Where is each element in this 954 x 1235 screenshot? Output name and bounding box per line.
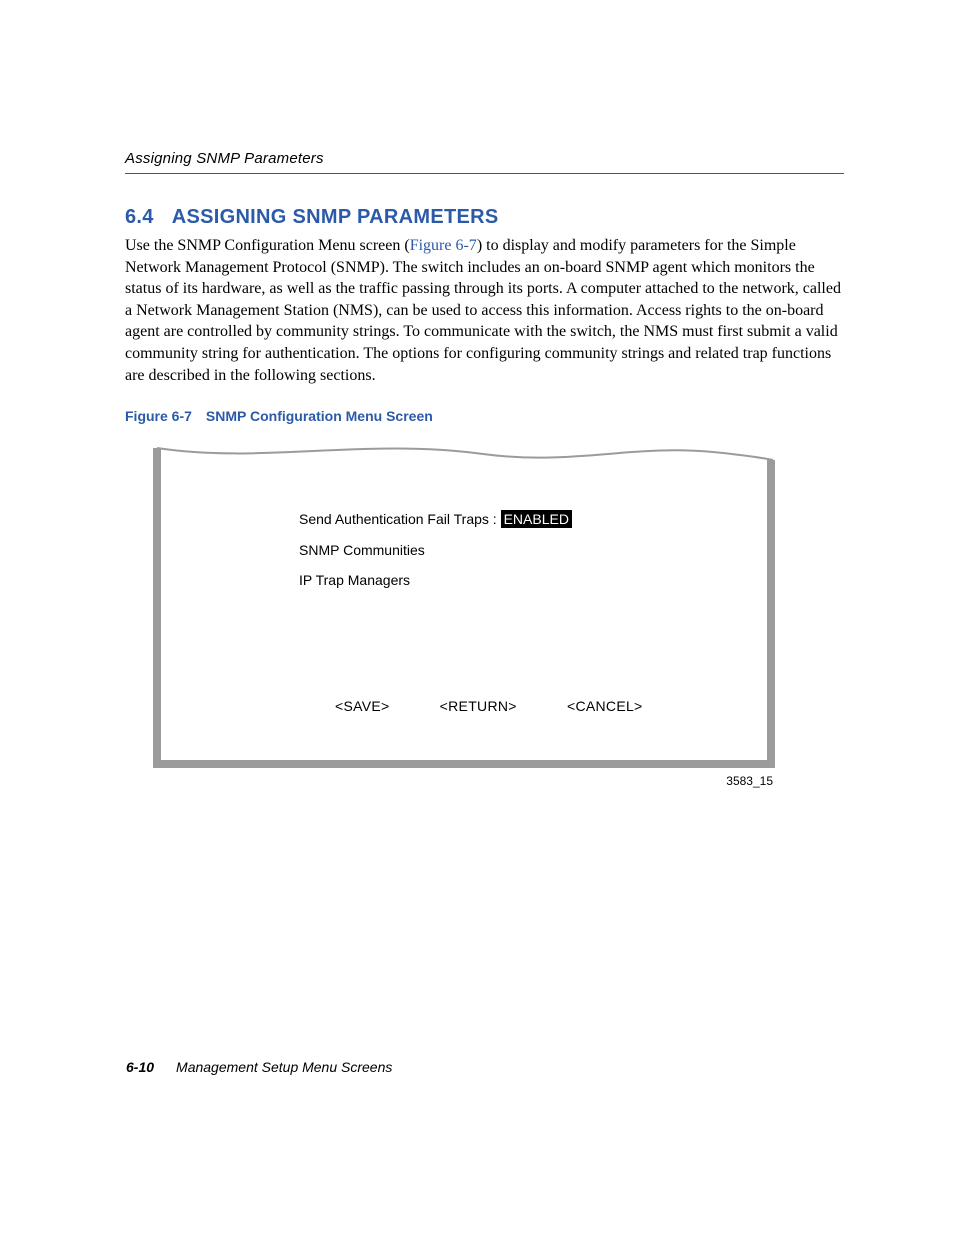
page-footer: 6-10 Management Setup Menu Screens xyxy=(126,1059,392,1075)
menu-row-snmp-communities[interactable]: SNMP Communities xyxy=(299,542,755,558)
paragraph-post: ) to display and modify parameters for t… xyxy=(125,237,841,384)
figure-id-label: 3583_15 xyxy=(153,774,775,788)
figure-title: SNMP Configuration Menu Screen xyxy=(206,408,433,424)
return-button[interactable]: <RETURN> xyxy=(440,698,517,714)
paragraph-pre: Use the SNMP Configuration Menu screen ( xyxy=(125,237,410,254)
figure-caption: Figure 6-7 SNMP Configuration Menu Screen xyxy=(125,408,844,424)
cancel-button[interactable]: <CANCEL> xyxy=(567,698,643,714)
menu-label: IP Trap Managers xyxy=(299,572,410,588)
section-paragraph: Use the SNMP Configuration Menu screen (… xyxy=(125,235,844,386)
figure-crossref[interactable]: Figure 6-7 xyxy=(410,237,477,254)
figure-number: Figure 6-7 xyxy=(125,408,192,424)
menu-label: SNMP Communities xyxy=(299,542,425,558)
running-header: Assigning SNMP Parameters xyxy=(125,150,844,174)
save-button[interactable]: <SAVE> xyxy=(335,698,389,714)
screen-buttons: <SAVE> <RETURN> <CANCEL> xyxy=(335,698,755,714)
menu-label: Send Authentication Fail Traps : xyxy=(299,511,497,527)
page-number: 6-10 xyxy=(126,1059,154,1075)
section-number: 6.4 xyxy=(125,206,154,228)
section-title: ASSIGNING SNMP PARAMETERS xyxy=(172,206,499,228)
chapter-title: Management Setup Menu Screens xyxy=(176,1059,392,1075)
menu-row-ip-trap-managers[interactable]: IP Trap Managers xyxy=(299,572,755,588)
section-heading: 6.4 ASSIGNING SNMP PARAMETERS xyxy=(125,206,844,229)
enabled-badge[interactable]: ENABLED xyxy=(501,510,572,528)
menu-row-auth-fail: Send Authentication Fail Traps : ENABLED xyxy=(299,510,755,528)
figure-screen: Send Authentication Fail Traps : ENABLED… xyxy=(153,442,775,768)
screen-content: Send Authentication Fail Traps : ENABLED… xyxy=(167,466,775,738)
menu-rows: Send Authentication Fail Traps : ENABLED… xyxy=(299,510,755,588)
